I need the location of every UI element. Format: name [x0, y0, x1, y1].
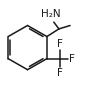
Text: F: F — [57, 39, 63, 49]
Text: F: F — [57, 68, 63, 78]
Text: H₂N: H₂N — [41, 9, 60, 19]
Text: F: F — [69, 54, 75, 64]
